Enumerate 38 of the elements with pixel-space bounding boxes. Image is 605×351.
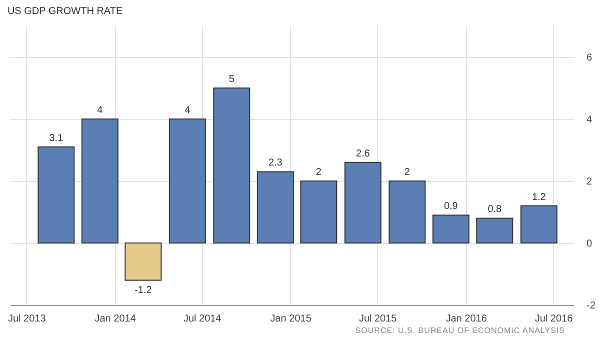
y-tick-label: 4: [586, 114, 592, 126]
bar: [344, 162, 382, 244]
data-label: 0.9: [444, 201, 458, 212]
data-label: 0.8: [488, 204, 502, 216]
x-tick-label: Jan 2014: [94, 314, 136, 324]
y-tick-label: 0: [586, 238, 592, 250]
bar: [213, 88, 250, 244]
data-label: -1.2: [134, 285, 152, 296]
data-label: 3.1: [49, 132, 64, 144]
source-note: SOURCE: U.S. BUREAU OF ECONOMIC ANALYSIS: [355, 326, 565, 335]
chart-title: US GDP GROWTH RATE: [7, 6, 123, 17]
data-label: 1.2: [532, 192, 546, 203]
data-label: 4: [97, 105, 104, 116]
data-label: 4: [184, 105, 191, 116]
x-tick-label: Jul 2013: [8, 314, 46, 324]
data-label: 2: [404, 167, 410, 178]
x-tick-label: Jul 2015: [358, 314, 398, 324]
x-tick-label: Jan 2015: [270, 314, 312, 324]
data-label: 2.6: [356, 148, 370, 160]
bar: [388, 180, 426, 244]
bar: [38, 146, 75, 244]
data-label: 2: [316, 167, 322, 178]
y-tick-label: 2: [586, 176, 592, 188]
bar: [168, 118, 206, 244]
bar: [256, 171, 294, 244]
bar: [81, 118, 118, 244]
bar: [432, 214, 470, 244]
bar: [300, 180, 338, 244]
bar: [476, 218, 514, 244]
bar: [520, 205, 558, 244]
x-tick-label: Jul 2014: [183, 314, 222, 324]
bar: [124, 242, 162, 281]
x-tick-label: Jul 2016: [534, 314, 574, 324]
y-tick-label: -2: [586, 300, 596, 312]
x-tick-label: Jan 2016: [446, 314, 488, 324]
data-label: 2.3: [268, 158, 283, 169]
data-label: 5: [228, 74, 235, 85]
y-tick-label: 6: [586, 52, 592, 64]
